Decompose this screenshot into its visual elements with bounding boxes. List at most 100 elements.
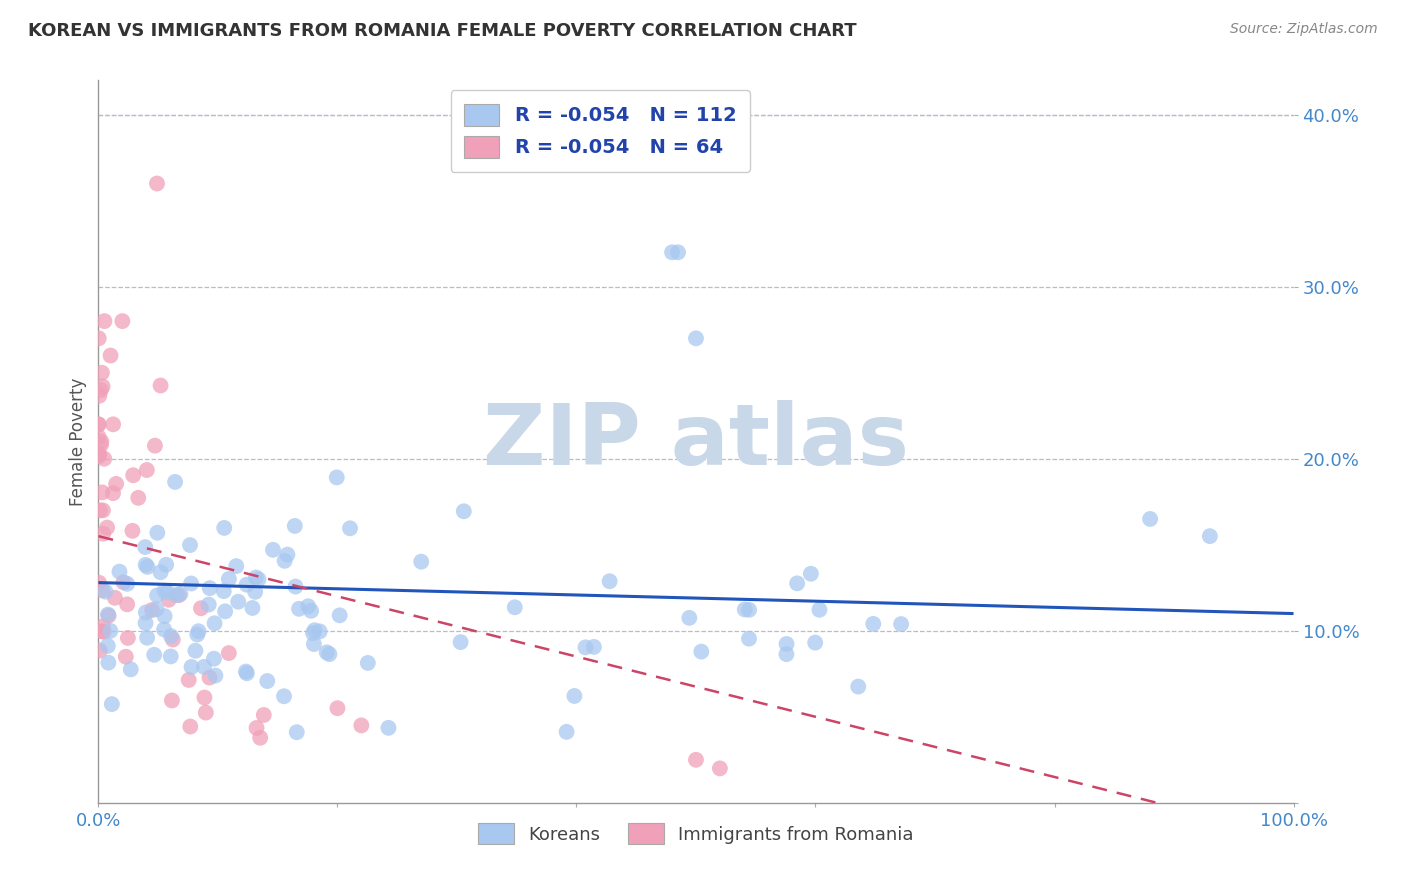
Point: [115, 576, 138, 591]
Point: [661, 245, 683, 260]
Point: [180, 576, 202, 591]
Point: [105, 476, 128, 491]
Point: [666, 245, 689, 260]
Point: [678, 611, 700, 625]
Point: [87, 331, 110, 345]
Point: [89, 447, 111, 461]
Point: [108, 565, 131, 579]
Point: [146, 525, 169, 540]
Point: [304, 624, 326, 638]
Point: [153, 609, 176, 624]
Point: [204, 668, 226, 682]
Point: [685, 753, 707, 767]
Point: [808, 603, 831, 617]
Point: [193, 660, 215, 674]
Point: [326, 701, 349, 715]
Point: [198, 671, 221, 685]
Point: [302, 637, 325, 651]
Point: [218, 646, 240, 660]
Point: [212, 521, 235, 535]
Point: [112, 575, 135, 590]
Point: [339, 521, 361, 535]
Point: [97, 656, 120, 670]
Point: [582, 640, 605, 654]
Point: [862, 616, 884, 631]
Point: [297, 599, 319, 614]
Point: [127, 491, 149, 505]
Point: [299, 604, 322, 618]
Point: [111, 314, 134, 328]
Point: [235, 577, 257, 591]
Text: ZIP atlas: ZIP atlas: [484, 400, 908, 483]
Point: [97, 639, 120, 653]
Point: [226, 595, 249, 609]
Point: [564, 689, 586, 703]
Point: [180, 660, 202, 674]
Point: [247, 572, 270, 586]
Point: [890, 617, 912, 632]
Point: [160, 693, 183, 707]
Point: [214, 604, 236, 618]
Point: [273, 690, 295, 704]
Point: [357, 656, 380, 670]
Point: [177, 673, 200, 687]
Point: [738, 603, 761, 617]
Point: [149, 378, 172, 392]
Point: [87, 430, 110, 444]
Point: [775, 637, 797, 651]
Point: [574, 640, 596, 655]
Point: [121, 524, 143, 538]
Point: [91, 583, 114, 598]
Point: [236, 666, 259, 681]
Point: [194, 706, 217, 720]
Point: [599, 574, 621, 589]
Point: [93, 624, 115, 639]
Point: [87, 417, 110, 432]
Point: [91, 526, 114, 541]
Point: [101, 697, 124, 711]
Point: [179, 720, 201, 734]
Point: [87, 575, 110, 590]
Point: [98, 624, 121, 638]
Point: [90, 434, 112, 449]
Point: [329, 608, 352, 623]
Point: [786, 576, 808, 591]
Point: [165, 475, 187, 489]
Y-axis label: Female Poverty: Female Poverty: [69, 377, 87, 506]
Point: [245, 721, 267, 735]
Point: [308, 624, 330, 639]
Point: [91, 624, 114, 639]
Point: [90, 383, 112, 397]
Point: [235, 665, 257, 679]
Point: [218, 572, 240, 586]
Point: [245, 570, 267, 584]
Point: [197, 598, 219, 612]
Point: [90, 366, 112, 380]
Point: [135, 463, 157, 477]
Point: [153, 623, 176, 637]
Point: [153, 583, 176, 598]
Point: [302, 626, 325, 640]
Point: [315, 645, 337, 659]
Point: [104, 591, 127, 605]
Point: [846, 680, 869, 694]
Point: [162, 632, 184, 647]
Point: [135, 558, 157, 572]
Point: [411, 555, 433, 569]
Point: [190, 601, 212, 615]
Point: [165, 588, 187, 602]
Point: [93, 451, 115, 466]
Point: [253, 708, 276, 723]
Point: [555, 724, 578, 739]
Point: [243, 585, 266, 599]
Point: [89, 643, 111, 657]
Point: [101, 486, 124, 500]
Point: [204, 616, 226, 631]
Point: [136, 560, 159, 574]
Point: [377, 721, 399, 735]
Point: [800, 566, 823, 581]
Point: [135, 615, 157, 630]
Point: [187, 624, 209, 639]
Point: [146, 177, 169, 191]
Point: [156, 585, 179, 599]
